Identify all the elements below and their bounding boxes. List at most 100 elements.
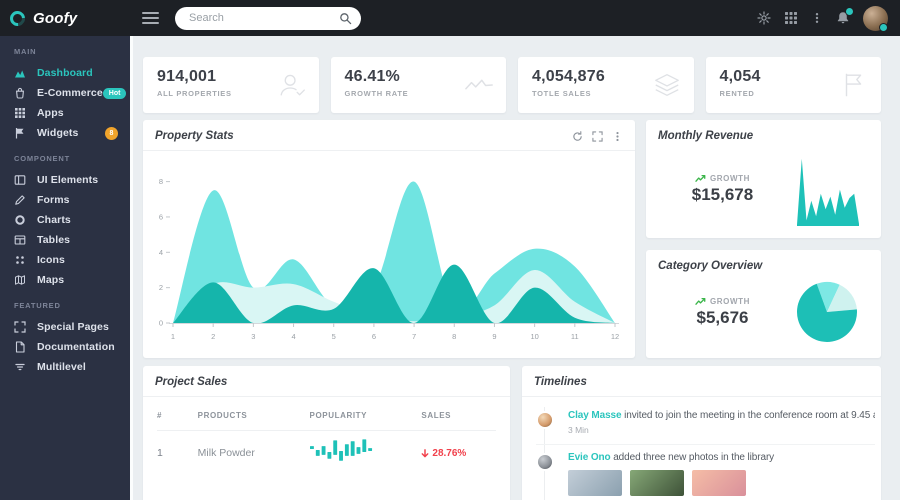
stat-label: TOTLE SALES	[532, 89, 592, 98]
pie-slice-pale	[827, 284, 857, 312]
brand-name: Goofy	[33, 9, 78, 27]
sunset-photo[interactable]	[692, 470, 746, 496]
y-axis-label: 0	[159, 319, 163, 328]
sidebar-item-label: Multilevel	[37, 361, 86, 373]
monthly-revenue-header: Monthly Revenue	[646, 120, 881, 150]
stat-card-totle-sales: 4,054,876 TOTLE SALES	[518, 57, 694, 113]
timeline-user-link[interactable]: Clay Masse	[568, 410, 622, 421]
sidebar-item-icons[interactable]: Icons	[0, 250, 130, 270]
goofy-logo-icon	[6, 7, 29, 29]
card-title: Category Overview	[658, 260, 763, 272]
timeline-entry: Evie Ono added three new photos in the l…	[536, 444, 875, 500]
x-axis-label: 8	[452, 332, 456, 341]
x-axis-label: 5	[332, 332, 336, 341]
shopping-bag-icon	[14, 87, 26, 99]
stat-label: GROWTH RATE	[344, 89, 409, 98]
kebab-menu-icon[interactable]	[612, 131, 623, 142]
stats-row: 914,001 ALL PROPERTIES 46.41% GROWTH RATE 4,…	[143, 57, 881, 113]
chart-area-icon	[14, 67, 26, 79]
sidebar-item-label: Icons	[37, 254, 65, 266]
sidebar-item-label: E-Commerce	[37, 87, 103, 99]
x-axis-label: 10	[530, 332, 538, 341]
main-content: 914,001 ALL PROPERTIES 46.41% GROWTH RATE 4,…	[130, 36, 900, 500]
project-sales-header: Project Sales	[143, 366, 510, 397]
trend-up-icon	[695, 297, 706, 306]
x-axis-label: 3	[251, 332, 255, 341]
category-overview-stats: GROWTH $5,676	[670, 297, 775, 328]
sidebar-scrollbar[interactable]	[130, 36, 133, 500]
file-icon	[14, 341, 26, 353]
x-axis-label: 9	[492, 332, 496, 341]
product-name: Milk Powder	[197, 447, 255, 459]
x-axis-label: 7	[412, 332, 416, 341]
x-axis-label: 12	[611, 332, 619, 341]
card-title: Property Stats	[155, 130, 234, 142]
sidebar-item-e-commerce[interactable]: E-Commerce Hot	[0, 83, 130, 103]
timeline-user-link[interactable]: Evie Ono	[568, 452, 611, 463]
area-series-dark	[173, 264, 615, 323]
search-input[interactable]	[175, 6, 361, 30]
mountain-photo[interactable]	[630, 470, 684, 496]
sidebar-item-apps[interactable]: Apps	[0, 103, 130, 123]
sky-photo[interactable]	[568, 470, 622, 496]
y-axis-label: 8	[159, 177, 163, 186]
timeline-text: Evie Ono added three new photos in the l…	[568, 452, 775, 463]
search-bar	[175, 6, 361, 30]
notifications-bell-icon[interactable]	[836, 7, 854, 25]
table-row: 1 Milk Powder 28.76%	[157, 431, 496, 475]
sidebar-item-charts[interactable]: Charts	[0, 210, 130, 230]
sidebar-item-label: Documentation	[37, 341, 115, 353]
sidebar-item-maps[interactable]: Maps	[0, 270, 130, 290]
sidebar-item-dashboard[interactable]: Dashboard	[0, 63, 130, 83]
brand[interactable]: Goofy	[0, 7, 130, 29]
grid-apps-icon[interactable]	[784, 11, 798, 25]
sidebar-item-label: Widgets	[37, 127, 79, 139]
sidebar-item-forms[interactable]: Forms	[0, 190, 130, 210]
y-axis-label: 4	[159, 248, 163, 257]
column-header-: #	[157, 411, 163, 420]
timeline-photos	[568, 470, 875, 496]
sidebar-section-label: COMPONENT	[14, 154, 70, 163]
stat-card-all-properties: 914,001 ALL PROPERTIES	[143, 57, 319, 113]
stat-card-rented: 4,054 RENTED	[705, 57, 881, 113]
sidebar-item-documentation[interactable]: Documentation	[0, 337, 130, 357]
card-actions	[572, 130, 623, 142]
timeline-entry: Clay Masse invited to join the meeting i…	[536, 403, 875, 444]
pie-slice-light	[816, 281, 840, 312]
column-header-products: PRODUCTS	[197, 411, 248, 420]
kebab-menu-icon[interactable]	[811, 11, 823, 25]
monthly-revenue-stats: GROWTH $15,678	[670, 174, 775, 205]
refresh-icon[interactable]	[572, 130, 583, 142]
table-header-row: # PRODUCTS POPULARITY SALES	[157, 401, 496, 431]
category-overview-value: $5,676	[696, 307, 749, 327]
sidebar-item-tables[interactable]: Tables	[0, 230, 130, 250]
timelines-header: Timelines	[522, 366, 881, 397]
monthly-revenue-body: GROWTH $15,678	[646, 150, 881, 228]
sidebar-item-ui-elements[interactable]: UI Elements	[0, 170, 130, 190]
sidebar-item-widgets[interactable]: Widgets 8	[0, 123, 130, 143]
sidebar-item-label: Charts	[37, 214, 71, 226]
sidebar-badge: 8	[105, 126, 118, 140]
category-overview-body: GROWTH $5,676	[646, 280, 881, 344]
grid-icon	[14, 107, 26, 119]
fullscreen-icon[interactable]	[592, 130, 603, 142]
sidebar-item-multilevel[interactable]: Multilevel	[0, 357, 130, 377]
sidebar-item-special-pages[interactable]: Special Pages	[0, 317, 130, 337]
timelines-body: Clay Masse invited to join the meeting i…	[522, 397, 881, 500]
menu-toggle-icon[interactable]	[142, 12, 159, 24]
column-header-popularity: POPULARITY	[309, 411, 368, 420]
avatar[interactable]	[536, 453, 554, 471]
sidebar-item-label: Dashboard	[37, 67, 93, 79]
avatar[interactable]	[536, 411, 554, 429]
growth-label: GROWTH	[709, 296, 751, 306]
sales-change: 28.76%	[421, 448, 496, 459]
timeline-text: Clay Masse invited to join the meeting i…	[568, 410, 875, 421]
timelines-card: Timelines Clay Masse invited to join the…	[522, 366, 881, 500]
growth-label: GROWTH	[709, 173, 751, 183]
flag-large-icon	[839, 70, 869, 100]
layers-icon	[652, 70, 682, 100]
gear-icon[interactable]	[757, 11, 771, 25]
search-icon[interactable]	[339, 12, 352, 25]
monthly-revenue-value: $15,678	[691, 184, 754, 204]
user-avatar[interactable]	[863, 5, 888, 32]
